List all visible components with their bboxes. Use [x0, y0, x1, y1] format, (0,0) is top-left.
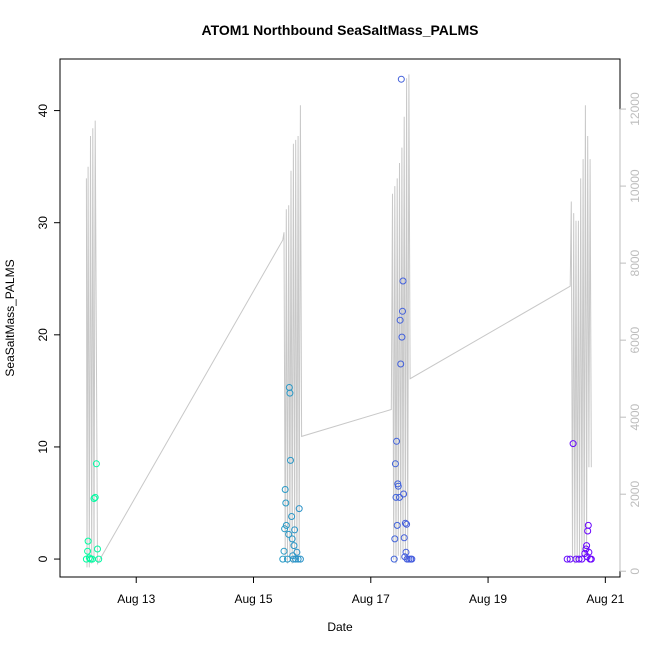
- data-point: [288, 513, 296, 520]
- x-tick-label: Aug 13: [117, 592, 155, 606]
- data-point: [90, 495, 98, 502]
- data-point: [399, 277, 407, 285]
- data-point: [390, 555, 398, 563]
- data-point: [84, 547, 92, 555]
- data-point: [95, 555, 103, 563]
- data-point: [280, 547, 288, 555]
- y-axis-label: SeaSaltMass_PALMS: [3, 259, 17, 376]
- data-point: [92, 460, 100, 468]
- data-point: [585, 548, 593, 556]
- data-point: [296, 555, 304, 563]
- data-point: [392, 493, 400, 501]
- data-point: [393, 521, 401, 529]
- data-point: [84, 537, 92, 545]
- y-tick-label: 40: [36, 104, 50, 118]
- data-point: [583, 542, 591, 550]
- y-tick-label: 10: [36, 440, 50, 454]
- y2-tick-label: 2000: [628, 481, 642, 508]
- data-point: [282, 499, 290, 507]
- data-point: [294, 555, 302, 563]
- data-point: [293, 548, 301, 556]
- y-axis-right: 0 2000 4000 6000 8000 10000 12000: [619, 92, 642, 575]
- x-tick-label: Aug 19: [469, 592, 507, 606]
- y2-tick-label: 0: [628, 568, 642, 575]
- data-point: [288, 535, 296, 543]
- data-point: [287, 456, 294, 464]
- data-point: [279, 555, 287, 563]
- y2-tick-label: 10000: [628, 169, 642, 203]
- data-point: [401, 553, 409, 561]
- data-point: [401, 519, 409, 527]
- y-axis-left: 0 10 20 30 40: [36, 104, 61, 562]
- plot-frame: [59, 58, 621, 578]
- data-point: [587, 555, 595, 563]
- data-point: [400, 534, 408, 542]
- data-point: [396, 493, 403, 501]
- data-point: [399, 307, 406, 315]
- data-point: [292, 555, 300, 563]
- y2-tick-label: 4000: [628, 404, 642, 431]
- data-point: [281, 486, 289, 493]
- x-axis: Aug 13 Aug 15 Aug 17 Aug 19 Aug 21: [117, 576, 625, 606]
- chart-title: ATOM1 Northbound SeaSaltMass_PALMS: [202, 22, 479, 38]
- data-point: [584, 521, 592, 529]
- data-point: [403, 520, 411, 528]
- data-point: [398, 333, 406, 341]
- data-point: [94, 545, 101, 553]
- data-point: [291, 526, 299, 534]
- y2-tick-label: 8000: [628, 249, 642, 276]
- data-point: [569, 440, 577, 448]
- data-point: [402, 548, 410, 556]
- data-point: [396, 316, 404, 324]
- points-layer: [82, 75, 595, 563]
- data-point: [290, 542, 298, 550]
- y-tick-label: 20: [36, 328, 50, 342]
- data-point: [584, 527, 592, 535]
- data-point: [575, 555, 583, 563]
- y-tick-label: 0: [36, 555, 50, 562]
- data-point: [282, 521, 290, 529]
- data-point: [397, 360, 405, 368]
- data-point: [91, 493, 99, 501]
- y2-tick-label: 6000: [628, 326, 642, 353]
- data-point: [391, 460, 399, 468]
- right-series-layer: [85, 74, 592, 568]
- data-point: [397, 75, 405, 83]
- x-tick-label: Aug 15: [234, 592, 272, 606]
- x-axis-label: Date: [327, 620, 353, 634]
- y-tick-label: 30: [36, 216, 50, 230]
- data-point: [285, 530, 293, 538]
- x-tick-label: Aug 21: [586, 592, 624, 606]
- data-point: [391, 535, 399, 543]
- data-point: [400, 490, 408, 498]
- data-point: [563, 555, 571, 563]
- data-point: [393, 437, 401, 445]
- x-tick-label: Aug 17: [352, 592, 390, 606]
- data-point: [394, 482, 402, 490]
- data-point: [408, 555, 416, 563]
- data-point: [289, 555, 297, 563]
- data-point: [281, 525, 289, 533]
- right-axis-series-line: [85, 74, 592, 568]
- data-point: [286, 389, 294, 397]
- y2-tick-label: 12000: [628, 92, 642, 126]
- data-point: [295, 505, 303, 513]
